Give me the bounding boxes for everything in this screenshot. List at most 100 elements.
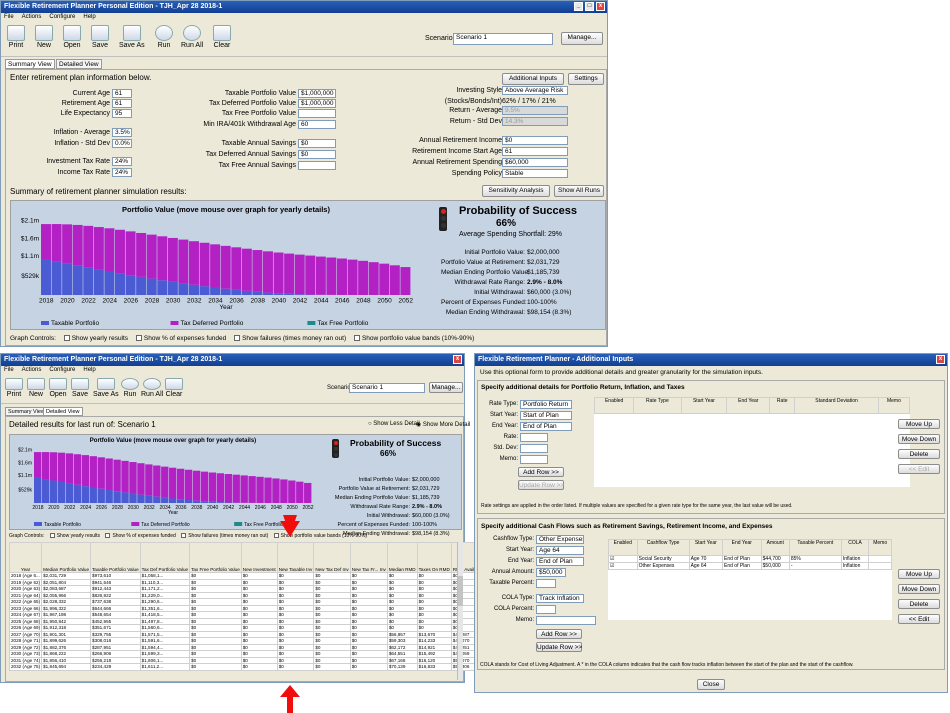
field-input[interactable]	[536, 579, 556, 588]
manage-button[interactable]: Manage...	[561, 32, 603, 45]
bar-tax-deferred-portfolio[interactable]	[89, 456, 97, 488]
clear-button[interactable]: Clear	[213, 25, 231, 49]
column-header[interactable]: Rate	[769, 396, 796, 415]
new-button[interactable]: New	[27, 378, 45, 398]
show-all-runs-button[interactable]: Show All Runs	[554, 185, 604, 197]
close-button[interactable]: x	[453, 355, 462, 364]
bar-taxable-portfolio[interactable]	[216, 502, 225, 503]
column-header[interactable]: Year	[8, 542, 43, 573]
menu-actions[interactable]: Actions	[21, 14, 42, 20]
column-header[interactable]: Taxable Percent	[788, 539, 842, 556]
bar-tax-deferred-portfolio[interactable]	[216, 473, 225, 503]
bar-taxable-portfolio[interactable]	[72, 265, 83, 295]
bar-taxable-portfolio[interactable]	[125, 275, 136, 295]
print-button[interactable]: Print	[7, 25, 25, 49]
bar-taxable-portfolio[interactable]	[294, 294, 305, 295]
bar-tax-deferred-portfolio[interactable]	[200, 471, 209, 502]
delete-button[interactable]: Delete	[898, 449, 940, 459]
portfolio-chart-small[interactable]: Portfolio Value (move mouse over graph f…	[10, 435, 322, 529]
bar-taxable-portfolio[interactable]	[252, 291, 263, 295]
column-header[interactable]: Tax Free Portfolio Value	[189, 542, 242, 573]
bar-tax-deferred-portfolio[interactable]	[264, 477, 272, 503]
bar-taxable-portfolio[interactable]	[105, 489, 113, 503]
bar-tax-deferred-portfolio[interactable]	[104, 228, 115, 272]
field-input[interactable]	[520, 433, 548, 442]
field-input[interactable]: $0	[298, 139, 336, 148]
bar-tax-deferred-portfolio[interactable]	[115, 229, 125, 274]
bar-tax-deferred-portfolio[interactable]	[240, 475, 248, 503]
column-header[interactable]: Enabled	[608, 539, 638, 556]
bar-tax-deferred-portfolio[interactable]	[57, 452, 66, 482]
bar-taxable-portfolio[interactable]	[137, 494, 145, 503]
bar-tax-deferred-portfolio[interactable]	[224, 474, 232, 503]
bar-tax-deferred-portfolio[interactable]	[167, 237, 178, 282]
checkbox-expenses[interactable]: Show % of expenses funded	[135, 335, 226, 342]
run-all-button[interactable]: Run All	[141, 378, 163, 398]
column-header[interactable]: Enabled	[593, 396, 635, 415]
column-header[interactable]: Rate Type	[633, 396, 682, 415]
bar-taxable-portfolio[interactable]	[57, 481, 66, 503]
tab-summary-view[interactable]: Summary View	[5, 59, 55, 69]
bar-taxable-portfolio[interactable]	[113, 491, 121, 503]
bar-tax-deferred-portfolio[interactable]	[294, 254, 305, 295]
bar-taxable-portfolio[interactable]	[34, 477, 42, 503]
bar-tax-deferred-portfolio[interactable]	[315, 256, 326, 295]
bar-tax-deferred-portfolio[interactable]	[288, 480, 296, 503]
field-input[interactable]: Track Inflation	[536, 594, 584, 603]
bar-tax-deferred-portfolio[interactable]	[358, 260, 369, 295]
bar-taxable-portfolio[interactable]	[184, 500, 193, 503]
bar-taxable-portfolio[interactable]	[104, 271, 115, 295]
checkbox-yearly[interactable]: Show yearly results	[63, 335, 128, 342]
portfolio-chart[interactable]: Portfolio Value (move mouse over graph f…	[11, 201, 423, 329]
bar-taxable-portfolio[interactable]	[161, 497, 169, 503]
column-header[interactable]: Memo	[868, 539, 892, 556]
save-as-button[interactable]: Save As	[93, 378, 119, 398]
bar-tax-deferred-portfolio[interactable]	[389, 265, 400, 295]
column-header[interactable]: Taxable Portfolio Value	[90, 542, 141, 573]
menu-file[interactable]: File	[4, 14, 14, 20]
bar-tax-deferred-portfolio[interactable]	[176, 468, 185, 500]
menu-help[interactable]: Help	[83, 14, 96, 20]
bar-taxable-portfolio[interactable]	[41, 259, 51, 295]
bar-tax-deferred-portfolio[interactable]	[83, 225, 94, 268]
additional-inputs-button[interactable]: Additional Inputs	[502, 73, 564, 85]
field-input[interactable]	[536, 616, 596, 625]
run-button[interactable]: Run	[121, 378, 139, 398]
bar-tax-deferred-portfolio[interactable]	[178, 239, 189, 284]
bar-tax-deferred-portfolio[interactable]	[81, 455, 89, 487]
bar-tax-deferred-portfolio[interactable]	[241, 248, 252, 291]
new-button[interactable]: New	[35, 25, 53, 49]
bar-tax-deferred-portfolio[interactable]	[304, 482, 312, 503]
bar-tax-deferred-portfolio[interactable]	[97, 457, 105, 489]
bar-tax-deferred-portfolio[interactable]	[34, 452, 42, 478]
scenario-select[interactable]: Scenario 1	[349, 383, 425, 393]
bar-tax-deferred-portfolio[interactable]	[210, 244, 221, 288]
column-header[interactable]: Start Year	[680, 396, 728, 415]
radio-less-detail[interactable]: ○ Show Less Detail	[368, 421, 420, 427]
bar-tax-deferred-portfolio[interactable]	[157, 236, 168, 281]
tab-detailed-view[interactable]: Detailed View	[43, 407, 83, 416]
field-input[interactable]: 61	[502, 147, 568, 156]
menu-help[interactable]: Help	[83, 367, 96, 373]
save-button[interactable]: Save	[91, 25, 109, 49]
bar-tax-deferred-portfolio[interactable]	[273, 252, 284, 294]
bar-tax-deferred-portfolio[interactable]	[62, 224, 73, 264]
field-input[interactable]: Portfolio Return	[520, 400, 572, 409]
field-input[interactable]: 61	[112, 89, 132, 98]
bar-tax-deferred-portfolio[interactable]	[161, 466, 169, 498]
checkbox-expenses[interactable]: Show % of expenses funded	[105, 533, 176, 539]
bar-taxable-portfolio[interactable]	[146, 278, 157, 295]
bar-tax-deferred-portfolio[interactable]	[231, 247, 242, 290]
bar-tax-deferred-portfolio[interactable]	[272, 478, 280, 503]
bar-taxable-portfolio[interactable]	[65, 483, 74, 503]
bar-tax-deferred-portfolio[interactable]	[192, 470, 201, 501]
bar-taxable-portfolio[interactable]	[176, 499, 185, 503]
bar-tax-deferred-portfolio[interactable]	[337, 258, 347, 295]
menu-actions[interactable]: Actions	[21, 367, 42, 373]
menu-file[interactable]: File	[4, 367, 14, 373]
bar-taxable-portfolio[interactable]	[224, 502, 232, 503]
update-row-button[interactable]: Update Row >>	[536, 642, 583, 652]
column-header[interactable]: COLA	[840, 539, 870, 556]
bar-taxable-portfolio[interactable]	[284, 293, 295, 295]
sensitivity-analysis-button[interactable]: Sensitivity Analysis	[482, 185, 550, 197]
